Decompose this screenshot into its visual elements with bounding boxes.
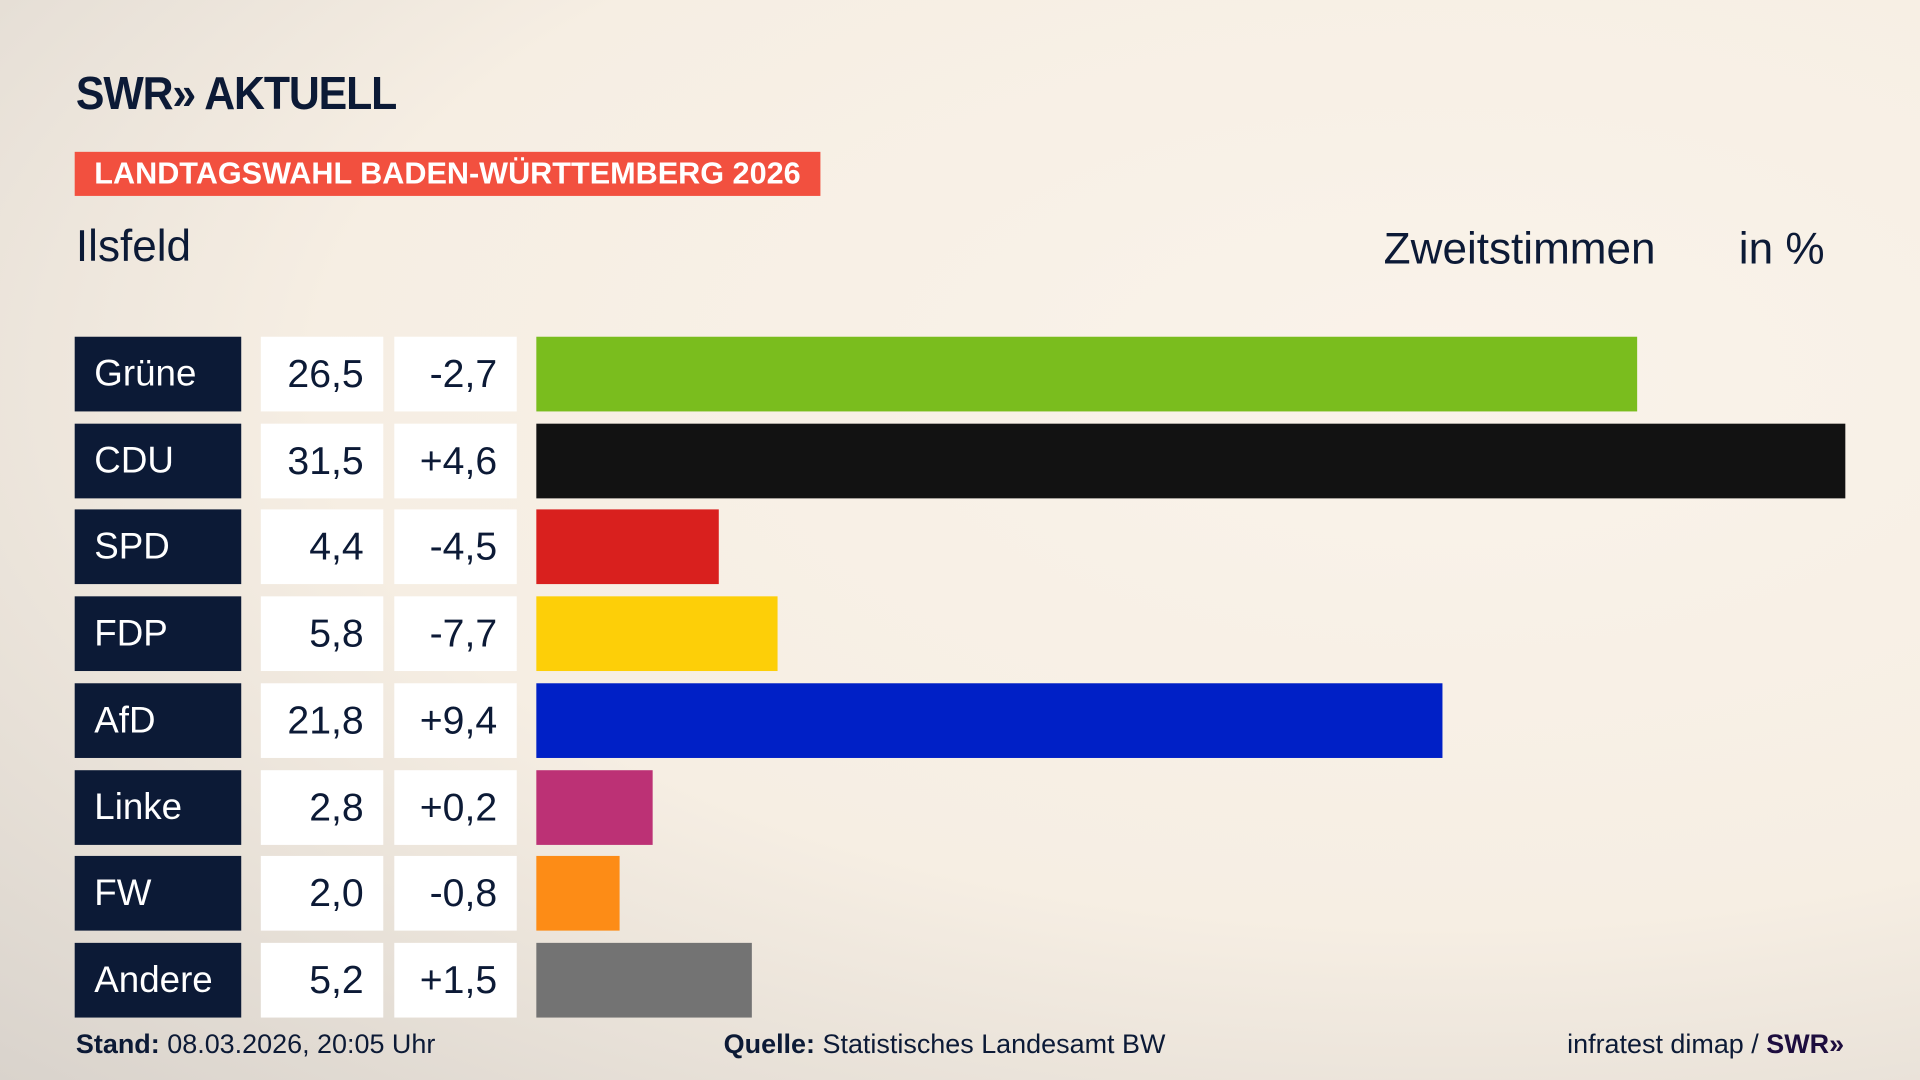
party-label: CDU [74,423,242,498]
footer-credit: infratest dimap / SWR» [1567,1029,1844,1061]
bar [536,683,1443,758]
party-label: Linke [74,769,242,845]
swr-aktuell-logo: SWR» AKTUELL [75,68,397,121]
unit-label: in % [1738,222,1825,274]
change-label: -2,7 [394,336,517,412]
change-label: -7,7 [394,596,517,672]
party-label: FW [74,856,242,931]
bar [536,596,778,672]
metric-label: Zweitstimmen [1383,222,1656,274]
footer-source: Quelle: Statistisches Landesamt BW [724,1029,1166,1061]
value-label: 31,5 [260,423,384,498]
value-label: 21,8 [260,683,384,758]
value-label: 2,0 [260,856,384,931]
party-label: Andere [74,942,242,1018]
value-label: 5,2 [260,942,384,1018]
bar [536,769,653,845]
party-label: FDP [74,596,242,672]
source-value: Statistisches Landesamt BW [822,1028,1166,1060]
change-label: -0,8 [394,856,517,931]
bar [536,423,1846,498]
footer-stand: Stand: 08.03.2026, 20:05 Uhr [76,1029,435,1061]
party-label: SPD [74,509,242,585]
value-label: 26,5 [260,336,384,412]
bar [536,942,753,1018]
bar [536,509,720,585]
change-label: +1,5 [394,942,517,1018]
election-banner: LANDTAGSWAHL BADEN-WÜRTTEMBERG 2026 [74,151,821,196]
stand-label: Stand: [75,1028,160,1060]
value-label: 4,4 [260,509,384,585]
bar [536,856,620,931]
bar [536,336,1638,412]
change-label: +0,2 [394,769,517,845]
party-label: AfD [74,683,242,758]
value-label: 2,8 [260,769,384,845]
stand-value: 08.03.2026, 20:05 Uhr [167,1028,436,1060]
party-label: Grüne [74,336,242,412]
value-label: 5,8 [260,596,384,672]
change-label: -4,5 [394,509,517,585]
credit-text: infratest dimap / [1567,1028,1767,1060]
source-label: Quelle: [723,1028,816,1060]
change-label: +4,6 [394,423,517,498]
swr-logo: SWR» [1766,1028,1845,1060]
change-label: +9,4 [394,683,517,758]
place-title: Ilsfeld [75,220,192,271]
